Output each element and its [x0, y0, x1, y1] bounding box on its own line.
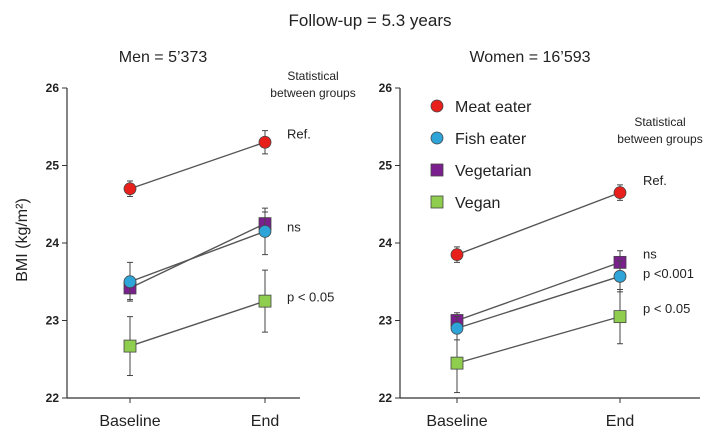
y-tick-label: 26 — [46, 81, 60, 95]
stat-annotation: ns — [287, 220, 301, 235]
data-point-vegan — [613, 310, 627, 324]
panel-title: Women = 16’593 — [469, 49, 590, 66]
figure-title: Follow-up = 5.3 years — [289, 11, 452, 30]
series-meat — [450, 184, 627, 263]
y-tick-label: 23 — [379, 314, 393, 328]
series-line — [129, 300, 266, 347]
data-point-meat — [258, 135, 272, 149]
series-line — [129, 222, 266, 289]
series-line — [129, 230, 266, 283]
series-line — [456, 191, 621, 256]
stat-header: between groups — [270, 86, 355, 100]
legend-label: Vegetarian — [455, 163, 532, 180]
data-point-meat — [123, 182, 137, 196]
data-point-fish — [450, 321, 464, 335]
legend-label: Fish eater — [455, 131, 527, 148]
series-vegetarian — [450, 250, 627, 329]
x-tick-label: Baseline — [99, 413, 160, 430]
y-tick-label: 24 — [46, 236, 60, 250]
legend-label: Meat eater — [455, 99, 532, 116]
chart-panel-2: Women = 16’593 22 23 24 25 26 Baseline End Stati… — [379, 49, 703, 430]
series-meat — [123, 130, 272, 197]
y-tick-label: 25 — [379, 159, 393, 173]
legend: Meat eater Fish eater Vegetarian Vegan — [430, 99, 532, 212]
stat-annotation: p < 0.05 — [287, 289, 334, 304]
series-fish — [123, 207, 272, 302]
x-tick-label: End — [251, 413, 279, 430]
x-tick-label: End — [606, 413, 634, 430]
series-vegetarian — [123, 211, 272, 301]
legend-marker-meat — [430, 99, 444, 113]
y-tick-label: 22 — [379, 391, 393, 405]
series-line — [129, 141, 266, 190]
chart-panel-1: Men = 5’373 22 23 24 25 26 Baseline End Statisti… — [46, 49, 356, 430]
stat-annotation: p < 0.05 — [643, 301, 690, 316]
data-point-vegan — [258, 294, 272, 308]
series-line — [456, 315, 621, 364]
data-point-fish — [613, 269, 627, 283]
series-line — [456, 275, 621, 329]
y-tick-label: 22 — [46, 391, 60, 405]
y-axis-label: BMI (kg/m²) — [14, 198, 31, 282]
legend-marker-vegan — [430, 195, 444, 209]
legend-marker-vegetarian — [430, 163, 444, 177]
legend-label: Vegan — [455, 195, 500, 212]
data-point-meat — [450, 248, 464, 262]
y-tick-label: 24 — [379, 236, 393, 250]
y-tick-label: 26 — [379, 81, 393, 95]
stat-header: Statistical — [287, 69, 338, 83]
series-line — [456, 261, 621, 322]
series-fish — [450, 260, 627, 341]
stat-header: Statistical — [634, 115, 685, 129]
data-point-fish — [123, 275, 137, 289]
y-tick-label: 25 — [46, 159, 60, 173]
stat-header: between groups — [617, 132, 702, 146]
series-vegan — [123, 269, 272, 377]
stat-annotation: p <0.001 — [643, 266, 694, 281]
y-tick-label: 23 — [46, 314, 60, 328]
series-vegan — [450, 289, 627, 394]
data-point-meat — [613, 186, 627, 200]
stat-annotation: Ref. — [287, 127, 311, 142]
x-tick-label: Baseline — [426, 413, 487, 430]
panel-title: Men = 5’373 — [119, 49, 208, 66]
stat-annotation: Ref. — [643, 173, 667, 188]
data-point-vegan — [450, 356, 464, 370]
stat-annotation: ns — [643, 247, 657, 262]
data-point-fish — [258, 224, 272, 238]
data-point-vegan — [123, 339, 137, 353]
legend-marker-fish — [430, 131, 444, 145]
